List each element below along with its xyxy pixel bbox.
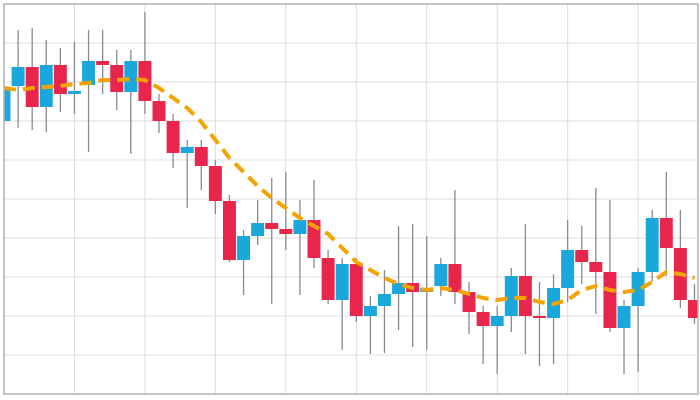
candle-body <box>180 147 194 153</box>
candle-body <box>532 316 546 318</box>
candle-body <box>392 283 406 294</box>
candle-body <box>603 272 617 328</box>
candle-body <box>434 264 448 286</box>
candle-body <box>349 264 363 316</box>
candle-body <box>194 147 208 166</box>
candle-body <box>575 250 589 262</box>
candle-body <box>363 306 377 316</box>
candle-body <box>631 272 645 306</box>
candle-body <box>293 220 307 234</box>
candle-body <box>335 264 349 300</box>
plot-frame <box>3 3 699 395</box>
candle-body <box>617 306 631 328</box>
candle-body <box>237 236 251 260</box>
candle-body <box>589 262 603 272</box>
candle-body <box>279 229 293 234</box>
candle-body <box>462 292 476 312</box>
plot-area <box>4 12 698 374</box>
candle-body <box>152 101 166 121</box>
candle-body <box>67 91 81 94</box>
candle-body <box>222 201 236 260</box>
candle-body <box>687 300 698 318</box>
candle-body <box>476 312 490 326</box>
moving-average-line <box>4 77 696 306</box>
candle-body <box>490 316 504 326</box>
candle-body <box>166 121 180 153</box>
candle-body <box>4 88 11 121</box>
candle-body <box>448 264 462 292</box>
candle-body <box>321 258 335 300</box>
candle-body <box>377 294 391 306</box>
candle-body <box>265 223 279 229</box>
candle-body <box>53 65 67 94</box>
candle-body <box>251 223 265 236</box>
candle-body <box>504 276 518 316</box>
candle-body <box>645 218 659 272</box>
candle-body <box>82 61 96 85</box>
candle-body <box>208 166 222 201</box>
candle-body <box>11 67 25 86</box>
candle-body <box>561 250 575 288</box>
candle-body <box>659 218 673 248</box>
candle-body <box>124 61 138 92</box>
candle-body <box>110 65 124 92</box>
candle-body <box>96 61 110 65</box>
